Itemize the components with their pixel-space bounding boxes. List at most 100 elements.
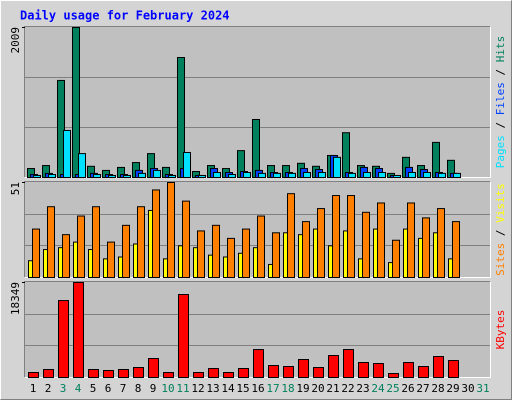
bar <box>302 221 310 278</box>
bar <box>408 171 416 179</box>
x-tick-label: 16 <box>251 382 264 395</box>
bar <box>133 367 144 378</box>
chart-title: Daily usage for February 2024 <box>20 9 230 23</box>
legend-entry: KBytes <box>494 310 507 350</box>
legend-entry: Sites <box>494 243 507 276</box>
bar <box>342 132 350 179</box>
bar <box>197 230 205 278</box>
bar <box>152 189 160 278</box>
panel-bevel <box>24 281 491 378</box>
x-tick-label: 14 <box>221 382 235 395</box>
bar <box>333 156 341 178</box>
bar <box>283 366 294 378</box>
x-tick-label: 30 <box>461 382 474 395</box>
legend-separator: / <box>494 223 507 243</box>
x-tick-label: 28 <box>431 382 444 395</box>
y-tick-label: 51 <box>9 182 22 195</box>
bar <box>407 202 415 278</box>
x-tick-label: 27 <box>416 382 429 395</box>
bar <box>122 224 130 279</box>
bar <box>378 171 386 179</box>
bar <box>268 365 279 378</box>
bar <box>438 172 446 178</box>
bar <box>252 118 260 178</box>
bar <box>212 224 220 279</box>
bar <box>58 300 69 379</box>
x-tick-label: 25 <box>386 382 399 395</box>
bar <box>168 174 176 178</box>
x-tick-label: 11 <box>176 382 189 395</box>
bar <box>108 174 116 178</box>
bar <box>392 239 400 279</box>
legend: Pages / Files / Hits <box>494 36 507 169</box>
x-tick-label: 3 <box>60 382 67 395</box>
bar <box>253 349 264 379</box>
bar <box>388 373 399 378</box>
bar <box>193 372 204 378</box>
bar <box>303 171 311 179</box>
x-tick-label: 6 <box>105 382 112 395</box>
x-tick-label: 26 <box>401 382 414 395</box>
legend-entry: Pages <box>494 135 507 168</box>
legend-entry: Files <box>494 82 507 115</box>
bar <box>178 294 189 378</box>
bar <box>183 151 191 178</box>
x-tick-label: 10 <box>161 382 174 395</box>
x-tick-label: 13 <box>206 382 219 395</box>
legend-entry: Hits <box>494 36 507 63</box>
bar <box>403 362 414 378</box>
bar <box>62 234 70 278</box>
bar <box>182 200 190 279</box>
bar <box>153 169 161 179</box>
legend-entry: Visits <box>494 183 507 223</box>
bar <box>363 171 371 179</box>
x-tick-label: 4 <box>75 382 82 395</box>
bar <box>88 369 99 378</box>
bar <box>437 208 445 278</box>
bar <box>418 366 429 378</box>
bar <box>257 215 265 279</box>
legend: Sites / Visits <box>494 183 507 276</box>
bar <box>452 221 460 278</box>
bar <box>163 372 174 378</box>
x-tick-label: 18 <box>281 382 294 395</box>
bar <box>422 217 430 278</box>
bar <box>332 195 340 278</box>
bar <box>362 211 370 278</box>
x-tick-label: 2 <box>45 382 52 395</box>
bar <box>358 362 369 378</box>
y-tick-label: 2009 <box>9 27 22 54</box>
x-tick-label: 12 <box>191 382 204 395</box>
bar <box>227 237 235 278</box>
bar <box>377 202 385 278</box>
bar <box>137 206 145 278</box>
x-tick-label: 24 <box>371 382 385 395</box>
bar <box>198 174 206 178</box>
bar <box>313 367 324 378</box>
bar <box>393 174 401 178</box>
panel-bevel <box>24 181 491 278</box>
x-tick-label: 21 <box>326 382 339 395</box>
bar <box>243 171 251 179</box>
bar <box>103 370 114 378</box>
bar <box>167 182 175 278</box>
bar <box>93 174 101 179</box>
bar <box>223 372 234 378</box>
x-tick-label: 22 <box>341 382 354 395</box>
bar <box>318 171 326 179</box>
x-tick-label: 9 <box>150 382 157 395</box>
bar <box>348 172 356 178</box>
bar <box>347 195 355 278</box>
legend: KBytes <box>494 310 507 350</box>
bar <box>48 174 56 179</box>
x-tick-label: 8 <box>135 382 142 395</box>
x-tick-label: 31 <box>476 382 489 395</box>
legend-separator: / <box>494 62 507 82</box>
x-tick-label: 1 <box>30 382 37 395</box>
x-tick-label: 23 <box>356 382 369 395</box>
x-tick-label: 17 <box>266 382 279 395</box>
y-tick-label: 18349 <box>9 282 22 315</box>
bar <box>228 174 236 179</box>
